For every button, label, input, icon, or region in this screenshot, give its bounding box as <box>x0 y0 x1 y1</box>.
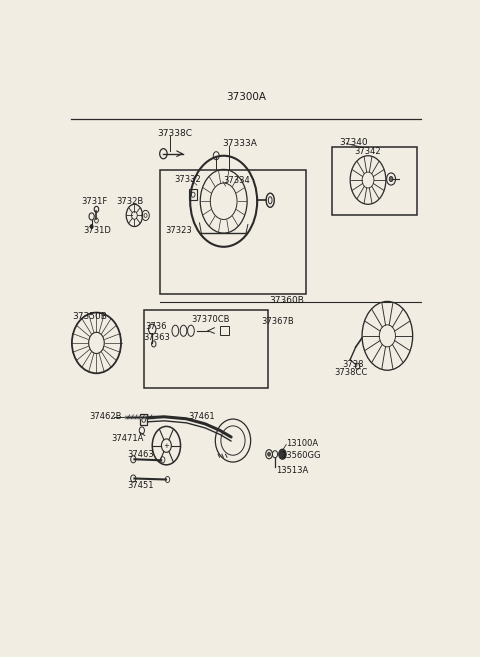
Text: 3731D: 3731D <box>83 226 111 235</box>
Text: 13560GG: 13560GG <box>281 451 321 460</box>
Bar <box>220 326 229 335</box>
Text: 37300A: 37300A <box>226 91 266 102</box>
Text: 37363: 37363 <box>144 333 170 342</box>
Text: +: + <box>164 443 169 449</box>
Bar <box>190 189 197 200</box>
Text: 37451: 37451 <box>127 481 154 490</box>
Bar <box>144 310 268 388</box>
Bar <box>140 415 147 425</box>
Text: 37462B: 37462B <box>89 413 121 421</box>
Text: 37338C: 37338C <box>157 129 192 138</box>
Text: 37367B: 37367B <box>262 317 294 326</box>
Text: 3732B: 3732B <box>117 197 144 206</box>
Circle shape <box>279 449 286 459</box>
Text: 13100A: 13100A <box>286 439 318 447</box>
Text: 37350B: 37350B <box>72 312 107 321</box>
Bar <box>160 170 305 294</box>
Text: 37332: 37332 <box>175 175 201 183</box>
Text: 37334: 37334 <box>223 175 250 185</box>
Circle shape <box>90 225 93 229</box>
Text: 37471A: 37471A <box>111 434 144 443</box>
Text: 3738: 3738 <box>342 360 363 369</box>
Text: 3738CC: 3738CC <box>335 368 368 376</box>
Text: 37463: 37463 <box>127 449 154 459</box>
Text: 13513A: 13513A <box>276 466 308 476</box>
Text: 3736: 3736 <box>145 322 166 331</box>
Text: 37360B: 37360B <box>269 296 304 305</box>
Text: 37333A: 37333A <box>222 139 257 148</box>
Circle shape <box>389 177 393 181</box>
Text: 37461: 37461 <box>188 412 215 420</box>
Text: 37340: 37340 <box>340 137 368 147</box>
Text: 37323: 37323 <box>165 226 192 235</box>
Text: 3731F: 3731F <box>82 197 108 206</box>
Bar <box>332 147 417 215</box>
Text: 37342: 37342 <box>354 147 381 156</box>
Text: 37370CB: 37370CB <box>191 315 229 324</box>
Circle shape <box>267 452 271 456</box>
